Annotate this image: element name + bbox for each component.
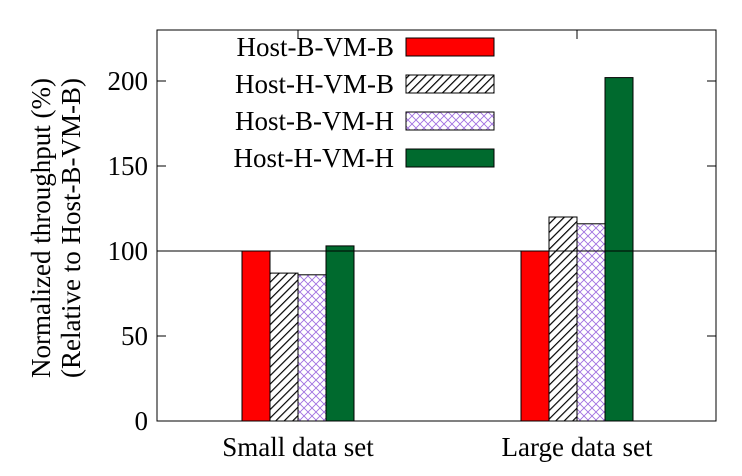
bar-host-h-vm-h-large [604,77,634,422]
legend-swatch-host-b-vm-h [405,111,495,131]
x-tick-label: Small data set [222,432,374,462]
bar-host-h-vm-h-small [325,245,355,422]
bar-host-h-vm-b-large [548,216,578,422]
bar-host-b-vm-h-large [576,223,606,422]
y-ticks: 0 50 100 150 200 [108,66,716,436]
legend-label-host-h-vm-h: Host-H-VM-H [234,143,394,173]
plot-area [156,29,717,422]
y-axis-label-line-1: Normalized throughput (%) [26,78,56,378]
bars [241,77,634,422]
plot-frame [156,29,717,422]
x-tick-label: Large data set [502,432,653,462]
y-tick-label: 150 [108,151,149,181]
legend-label-host-b-vm-b: Host-B-VM-B [236,32,394,62]
y-tick-label: 50 [121,321,148,351]
y-axis-label-line-2: (Relative to Host-B-VM-B) [56,78,86,378]
legend-swatch-host-h-vm-b [405,74,495,94]
legend-swatch-host-b-vm-b [405,37,495,57]
legend: Host-B-VM-B Host-H-VM-B Host-B-VM-H Host-H-… [234,32,495,173]
bar-host-b-vm-h-small [297,274,327,422]
y-axis-label: Normalized throughput (%) (Relative to H… [26,78,86,378]
x-ticks: Small data set Large data set [222,30,653,462]
bar-host-b-vm-b-small [241,250,271,422]
y-tick-label: 200 [108,66,149,96]
legend-swatch-host-h-vm-h [405,148,495,168]
bar-host-b-vm-b-large [520,250,550,422]
y-tick-label: 0 [135,406,149,436]
legend-label-host-b-vm-h: Host-B-VM-H [235,106,394,136]
y-tick-label: 100 [108,236,149,266]
bar-host-h-vm-b-small [269,272,299,422]
legend-label-host-h-vm-b: Host-H-VM-B [235,69,394,99]
